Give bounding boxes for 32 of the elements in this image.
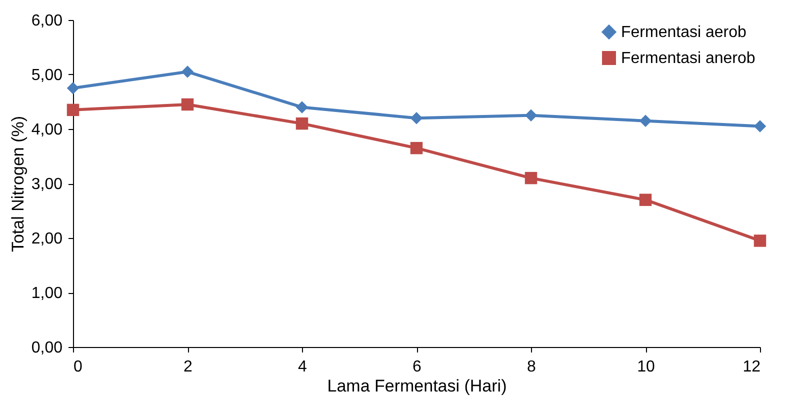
point (754, 234, 766, 247)
y-tick-label: 3,00 (31, 176, 63, 193)
x-tick-label: 2 (184, 358, 193, 376)
y-tick-label: 1,00 (31, 285, 63, 302)
x-tick-label: 10 (637, 358, 655, 376)
point (524, 172, 538, 184)
y-tick-label: 6,00 (31, 12, 63, 30)
point (296, 117, 308, 130)
x-tick-label: 0 (74, 358, 82, 376)
point (181, 98, 194, 111)
point (181, 66, 194, 78)
legend-label: Fermentasi anerob (621, 50, 756, 67)
y-tick-label: 2,00 (31, 230, 63, 248)
point (754, 120, 766, 132)
point (66, 82, 80, 94)
y-axis-title: Total Nitrogen (%) (8, 116, 28, 252)
point (639, 114, 652, 127)
y-tick-label: 0,00 (31, 340, 63, 356)
point (66, 104, 80, 116)
y-tick-label: 5,00 (31, 67, 63, 84)
point (639, 194, 652, 206)
x-tick-label: 12 (742, 358, 761, 376)
x-axis-title: Lama Fermentasi (Hari) (327, 376, 507, 396)
x-tick-label: 4 (298, 358, 308, 376)
point (296, 101, 308, 114)
y-tick-label: 4,00 (31, 122, 63, 138)
x-tick-label: 8 (527, 358, 536, 376)
point (410, 142, 423, 154)
x-tick-label: 6 (412, 358, 422, 376)
point (524, 109, 538, 122)
legend-label: Fermentasi aerob (621, 24, 746, 41)
point (410, 112, 423, 124)
